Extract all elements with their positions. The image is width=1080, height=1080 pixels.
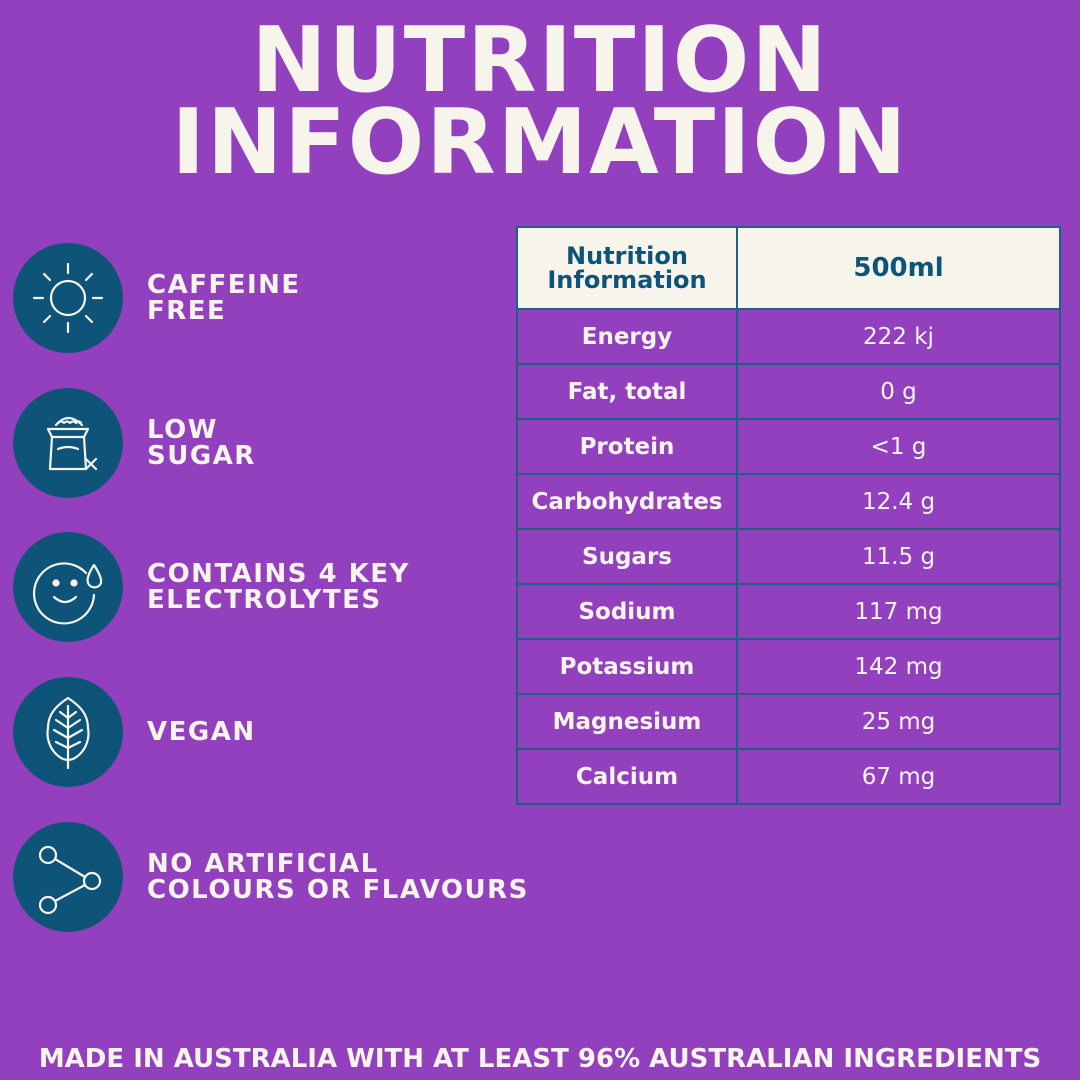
nutrient-name: Protein <box>516 418 738 475</box>
feature-label: NO ARTIFICIAL COLOURS OR FLAVOURS <box>147 849 529 905</box>
feature-no-artificial: NO ARTIFICIAL COLOURS OR FLAVOURS <box>13 822 529 932</box>
feature-electrolytes: CONTAINS 4 KEY ELECTROLYTES <box>13 532 410 642</box>
nutrient-name: Sodium <box>516 583 738 640</box>
title-line-2: INFORMATION <box>171 90 909 195</box>
feature-label: VEGAN <box>147 717 256 747</box>
table-row: Sugars 11.5 g <box>516 528 1061 585</box>
feature-vegan: VEGAN <box>13 677 256 787</box>
nutrient-name: Calcium <box>516 748 738 805</box>
leaf-icon <box>13 677 123 787</box>
molecule-icon <box>13 822 123 932</box>
nutrient-value: 11.5 g <box>736 528 1061 585</box>
feature-label: CAFFEINE FREE <box>147 270 301 326</box>
nutrition-table: Nutrition Information 500ml Energy 222 k… <box>516 226 1061 805</box>
table-row: Potassium 142 mg <box>516 638 1061 695</box>
nutrient-name: Potassium <box>516 638 738 695</box>
table-row: Magnesium 25 mg <box>516 693 1061 750</box>
title-line-1: NUTRITION <box>251 8 829 113</box>
nutrient-value: <1 g <box>736 418 1061 475</box>
nutrient-name: Magnesium <box>516 693 738 750</box>
sugar-bag-icon <box>13 388 123 498</box>
smiley-droplet-icon <box>13 532 123 642</box>
nutrient-value: 67 mg <box>736 748 1061 805</box>
nutrient-name: Energy <box>516 308 738 365</box>
table-row: Fat, total 0 g <box>516 363 1061 420</box>
nutrient-value: 142 mg <box>736 638 1061 695</box>
table-row: Carbohydrates 12.4 g <box>516 473 1061 530</box>
table-row: Protein <1 g <box>516 418 1061 475</box>
table-header-nutrition-information: Nutrition Information <box>516 226 738 310</box>
nutrient-value: 25 mg <box>736 693 1061 750</box>
table-header-serving: 500ml <box>736 226 1061 310</box>
table-row: Sodium 117 mg <box>516 583 1061 640</box>
table-header-row: Nutrition Information 500ml <box>516 226 1061 310</box>
nutrient-name: Fat, total <box>516 363 738 420</box>
footer-made-in-australia: MADE IN AUSTRALIA WITH AT LEAST 96% AUST… <box>38 1044 1042 1074</box>
nutrient-value: 12.4 g <box>736 473 1061 530</box>
nutrient-name: Sugars <box>516 528 738 585</box>
sun-icon <box>13 243 123 353</box>
nutrient-value: 117 mg <box>736 583 1061 640</box>
nutrient-value: 222 kj <box>736 308 1061 365</box>
table-row: Calcium 67 mg <box>516 748 1061 805</box>
feature-caffeine-free: CAFFEINE FREE <box>13 243 301 353</box>
feature-low-sugar: LOW SUGAR <box>13 388 256 498</box>
nutrient-name: Carbohydrates <box>516 473 738 530</box>
nutrient-value: 0 g <box>736 363 1061 420</box>
feature-label: LOW SUGAR <box>147 415 256 471</box>
table-row: Energy 222 kj <box>516 308 1061 365</box>
feature-label: CONTAINS 4 KEY ELECTROLYTES <box>147 559 410 615</box>
